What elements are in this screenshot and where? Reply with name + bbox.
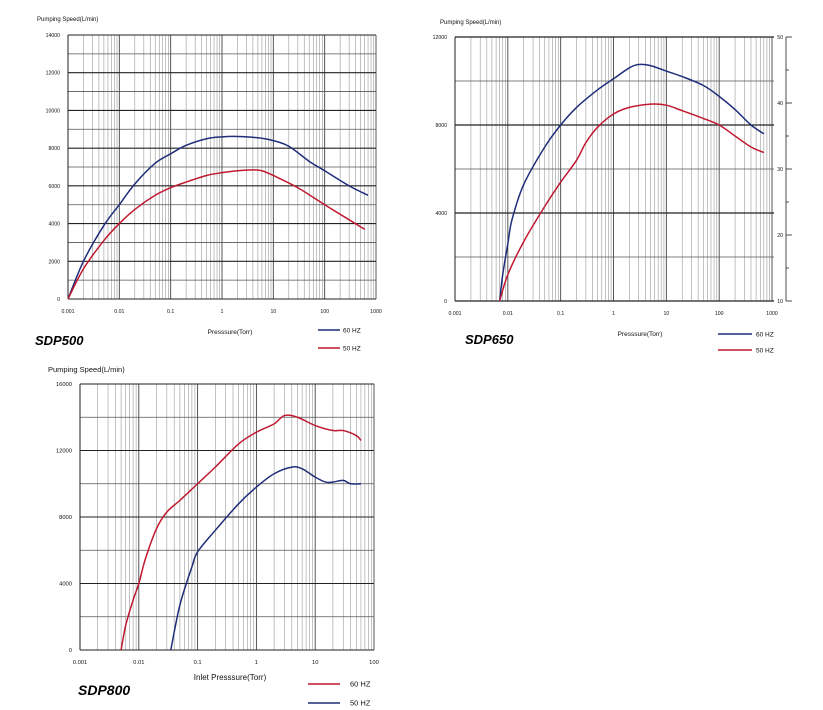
x-tick-label: 100 bbox=[715, 311, 724, 317]
model-name: SDP650 bbox=[465, 332, 514, 347]
x-tick-label: 10 bbox=[312, 660, 318, 666]
y-tick-label: 12000 bbox=[56, 449, 72, 455]
x-axis-label: Inlet Presssure(Torr) bbox=[194, 673, 267, 682]
chart-title: Pumping Speed(L/min) bbox=[48, 365, 125, 374]
y2-tick-label: 20 bbox=[777, 233, 783, 239]
chart-sdp650: 0 4000 8000 12000 0.001 0.01 0.1 1 10 100 1000 10 20… bbox=[433, 20, 792, 355]
grid bbox=[67, 34, 377, 300]
x-tick-label: 1 bbox=[612, 311, 615, 317]
y-tick-label: 8000 bbox=[48, 146, 60, 152]
x-tick-label: 100 bbox=[369, 660, 379, 666]
x-tick-label: 1 bbox=[221, 309, 224, 315]
x-tick-label: 0.01 bbox=[503, 311, 513, 317]
model-name: SDP500 bbox=[35, 333, 84, 348]
chart-title: Pumping Speed(L/min) bbox=[37, 17, 98, 23]
y-tick-label: 8000 bbox=[435, 123, 447, 129]
series-line-50-hz bbox=[67, 169, 366, 300]
legend-label: 50 HZ bbox=[350, 699, 371, 708]
x-tick-label: 0.001 bbox=[73, 660, 88, 666]
legend: 60 HZ 50 HZ bbox=[718, 332, 774, 355]
y-tick-label: 6000 bbox=[48, 184, 60, 190]
y2-tick-label: 10 bbox=[777, 299, 783, 305]
series-line-60-hz bbox=[498, 63, 765, 302]
grid bbox=[454, 36, 774, 302]
y-tick-label: 8000 bbox=[59, 515, 72, 521]
x-axis-label: Presssure(Torr) bbox=[618, 331, 663, 338]
y-tick-label: 12000 bbox=[433, 35, 448, 41]
legend-label: 60 HZ bbox=[756, 332, 774, 339]
x-tick-label: 10 bbox=[663, 311, 669, 317]
y-tick-label: 16000 bbox=[56, 382, 72, 388]
legend-label: 60 HZ bbox=[343, 328, 361, 335]
x-tick-label: 1000 bbox=[370, 309, 382, 315]
y2-tick-label: 40 bbox=[777, 101, 783, 107]
x-tick-label: 10 bbox=[270, 309, 276, 315]
y-tick-label: 0 bbox=[57, 297, 60, 303]
x-tick-label: 0.01 bbox=[133, 660, 144, 666]
model-name: SDP800 bbox=[78, 682, 130, 698]
y-tick-label: 0 bbox=[69, 648, 72, 654]
y-tick-label: 4000 bbox=[59, 582, 72, 588]
x-tick-label: 0.001 bbox=[449, 311, 462, 317]
y-tick-label: 0 bbox=[444, 299, 447, 305]
y-tick-label: 14000 bbox=[46, 33, 61, 39]
series-line-50-hz bbox=[170, 466, 361, 651]
y-tick-label: 4000 bbox=[48, 222, 60, 228]
y-tick-label: 4000 bbox=[435, 211, 447, 217]
x-tick-label: 0.1 bbox=[167, 309, 174, 315]
x-axis-label: Presssure(Torr) bbox=[208, 329, 253, 336]
legend-label: 50 HZ bbox=[343, 346, 361, 353]
legend-label: 50 HZ bbox=[756, 348, 774, 355]
legend: 60 HZ 50 HZ bbox=[308, 680, 371, 708]
chart-sdp800: 0 4000 8000 12000 16000 0.001 0.01 0.1 1 10 100 Pum… bbox=[48, 365, 379, 708]
x-tick-label: 100 bbox=[320, 309, 329, 315]
legend-label: 60 HZ bbox=[350, 680, 371, 689]
chart-sdp500: 0 2000 4000 6000 8000 10000 12000 14000 0.001 0.0… bbox=[35, 17, 382, 353]
y-tick-label: 10000 bbox=[46, 108, 61, 114]
x-tick-label: 1 bbox=[255, 660, 258, 666]
x-tick-label: 1000 bbox=[766, 311, 778, 317]
series-line-60-hz bbox=[120, 414, 362, 651]
x-tick-label: 0.1 bbox=[194, 660, 202, 666]
x-tick-label: 0.1 bbox=[557, 311, 564, 317]
y-tick-label: 12000 bbox=[46, 71, 61, 77]
y-tick-label: 2000 bbox=[48, 259, 60, 265]
series-line-60-hz bbox=[67, 135, 369, 300]
legend: 60 HZ 50 HZ bbox=[318, 328, 361, 353]
y2-tick-label: 50 bbox=[777, 35, 783, 41]
series-line-50-hz bbox=[498, 103, 765, 302]
x-tick-label: 0.01 bbox=[114, 309, 124, 315]
y2-tick-label: 30 bbox=[777, 167, 783, 173]
x-tick-label: 0.001 bbox=[62, 309, 75, 315]
chart-title: Pumping Speed(L/min) bbox=[440, 20, 501, 26]
